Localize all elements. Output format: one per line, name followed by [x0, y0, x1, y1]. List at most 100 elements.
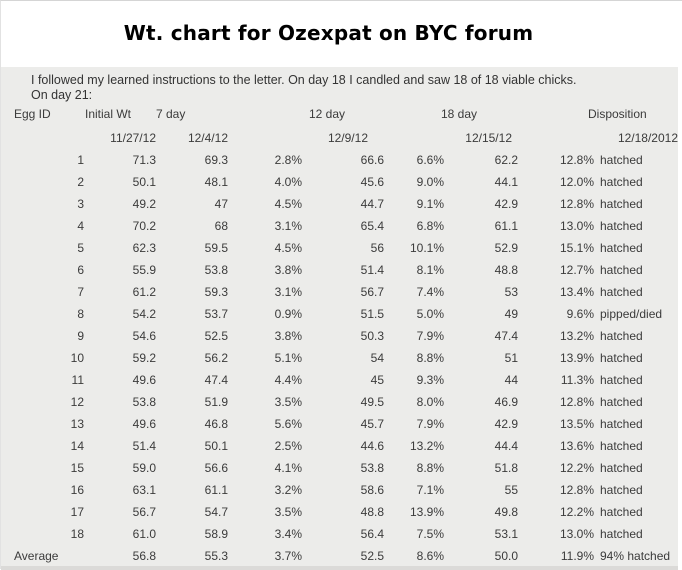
- cell-7-day-wt: 53.7: [204, 307, 228, 321]
- cell-disposition: hatched: [600, 175, 643, 189]
- cell-18-day-wt: 51.8: [494, 461, 518, 475]
- cell-7-day-pct: 3.5%: [274, 505, 302, 519]
- cell-initial-wt: 61.2: [132, 285, 156, 299]
- cell-18-day-pct: 13.5%: [559, 417, 594, 431]
- cell-7-day-pct: 3.2%: [274, 483, 302, 497]
- cell-egg-id: 18: [70, 527, 84, 541]
- cell-12-day-wt: 51.4: [360, 263, 384, 277]
- table-row: 18 61.0 58.9 3.4% 56.4 7.5% 53.1 13.0% h…: [1, 523, 678, 545]
- cell-7-day-pct: 4.4%: [274, 373, 302, 387]
- avg-initial-wt: 56.8: [132, 549, 156, 563]
- cell-7-day-pct: 2.8%: [274, 153, 302, 167]
- cell-18-day-wt: 46.9: [494, 395, 518, 409]
- cell-18-day-pct: 12.8%: [559, 197, 594, 211]
- cell-18-day-pct: 12.0%: [559, 175, 594, 189]
- cell-7-day-pct: 0.9%: [274, 307, 302, 321]
- cell-initial-wt: 63.1: [132, 483, 156, 497]
- cell-12-day-pct: 8.0%: [416, 395, 444, 409]
- cell-7-day-wt: 51.9: [204, 395, 228, 409]
- cell-7-day-pct: 4.0%: [274, 175, 302, 189]
- cell-18-day-pct: 12.2%: [559, 505, 594, 519]
- cell-disposition: hatched: [600, 241, 643, 255]
- cell-12-day-wt: 66.6: [360, 153, 384, 167]
- cell-12-day-pct: 13.9%: [409, 505, 444, 519]
- cell-7-day-wt: 69.3: [204, 153, 228, 167]
- cell-egg-id: 4: [77, 219, 84, 233]
- cell-disposition: hatched: [600, 329, 643, 343]
- cell-7-day-pct: 4.5%: [274, 197, 302, 211]
- cell-egg-id: 14: [70, 439, 84, 453]
- cell-18-day-wt: 47.4: [494, 329, 518, 343]
- cell-disposition: hatched: [600, 395, 643, 409]
- cell-7-day-wt: 50.1: [204, 439, 228, 453]
- cell-18-day-wt: 49: [504, 307, 518, 321]
- cell-7-day-wt: 53.8: [204, 263, 228, 277]
- cell-disposition: hatched: [600, 153, 643, 167]
- cell-18-day-pct: 13.9%: [559, 351, 594, 365]
- table-row: 13 49.6 46.8 5.6% 45.7 7.9% 42.9 13.5% h…: [1, 413, 678, 435]
- cell-initial-wt: 71.3: [132, 153, 156, 167]
- cell-18-day-wt: 42.9: [494, 417, 518, 431]
- cell-initial-wt: 50.1: [132, 175, 156, 189]
- cell-disposition: hatched: [600, 461, 643, 475]
- table-row: 11 49.6 47.4 4.4% 45 9.3% 44 11.3% hatch…: [1, 369, 678, 391]
- cell-7-day-pct: 3.1%: [274, 219, 302, 233]
- cell-12-day-pct: 8.8%: [416, 461, 444, 475]
- table-row: 14 51.4 50.1 2.5% 44.6 13.2% 44.4 13.6% …: [1, 435, 678, 457]
- cell-disposition: hatched: [600, 219, 643, 233]
- cell-12-day-pct: 10.1%: [409, 241, 444, 255]
- cell-7-day-wt: 61.1: [204, 483, 228, 497]
- cell-initial-wt: 62.3: [132, 241, 156, 255]
- cell-12-day-pct: 8.8%: [416, 351, 444, 365]
- avg-18-day-pct: 11.9%: [560, 549, 594, 563]
- cell-12-day-pct: 9.1%: [416, 197, 444, 211]
- avg-12-day-wt: 52.5: [360, 549, 384, 563]
- cell-egg-id: 6: [77, 263, 84, 277]
- intro-line-2: On day 21:: [31, 88, 93, 102]
- title-band: Wt. chart for Ozexpat on BYC forum: [1, 1, 682, 67]
- cell-18-day-wt: 52.9: [494, 241, 518, 255]
- cell-18-day-wt: 62.2: [494, 153, 518, 167]
- cell-7-day-pct: 3.8%: [274, 329, 302, 343]
- cell-18-day-wt: 53: [504, 285, 518, 299]
- cell-disposition: hatched: [600, 417, 643, 431]
- cell-12-day-pct: 13.2%: [409, 439, 444, 453]
- cell-disposition: hatched: [600, 285, 643, 299]
- cell-disposition: hatched: [600, 439, 643, 453]
- cell-12-day-wt: 45.7: [360, 417, 384, 431]
- cell-7-day-wt: 52.5: [204, 329, 228, 343]
- average-row: Average 56.8 55.3 3.7% 52.5 8.6% 50.0 11…: [1, 545, 678, 567]
- cell-12-day-wt: 50.3: [360, 329, 384, 343]
- table-row: 16 63.1 61.1 3.2% 58.6 7.1% 55 12.8% hat…: [1, 479, 678, 501]
- cell-7-day-wt: 58.9: [204, 527, 228, 541]
- col-header-disposition: Disposition: [588, 107, 647, 121]
- cell-disposition: hatched: [600, 263, 643, 277]
- cell-initial-wt: 49.6: [132, 373, 156, 387]
- cell-12-day-wt: 56: [370, 241, 384, 255]
- table-row: 17 56.7 54.7 3.5% 48.8 13.9% 49.8 12.2% …: [1, 501, 678, 523]
- cell-initial-wt: 53.8: [132, 395, 156, 409]
- cell-initial-wt: 51.4: [132, 439, 156, 453]
- table-row: 10 59.2 56.2 5.1% 54 8.8% 51 13.9% hatch…: [1, 347, 678, 369]
- cell-18-day-wt: 48.8: [494, 263, 518, 277]
- cell-disposition: hatched: [600, 197, 643, 211]
- date-header-row: 11/27/12 12/4/12 12/9/12 12/15/12 12/18/…: [1, 127, 678, 149]
- avg-7-day-wt: 55.3: [204, 549, 228, 563]
- cell-18-day-pct: 15.1%: [559, 241, 594, 255]
- intro-line-1: I followed my learned instructions to th…: [31, 73, 577, 87]
- avg-7-day-pct: 3.7%: [274, 549, 302, 563]
- cell-initial-wt: 54.6: [132, 329, 156, 343]
- cell-18-day-wt: 53.1: [494, 527, 518, 541]
- cell-18-day-wt: 44: [504, 373, 518, 387]
- col-header-12-day: 12 day: [309, 107, 346, 121]
- cell-18-day-pct: 11.3%: [560, 373, 594, 387]
- cell-12-day-wt: 65.4: [360, 219, 384, 233]
- cell-initial-wt: 70.2: [132, 219, 156, 233]
- date-12-day: 12/9/12: [327, 131, 368, 145]
- date-disposition: 12/18/2012: [617, 131, 678, 145]
- avg-12-day-pct: 8.6%: [416, 549, 444, 563]
- cell-egg-id: 3: [77, 197, 84, 211]
- col-header-initial-wt: Initial Wt: [85, 107, 132, 121]
- intro-text: I followed my learned instructions to th…: [1, 67, 678, 102]
- cell-7-day-wt: 59.3: [204, 285, 228, 299]
